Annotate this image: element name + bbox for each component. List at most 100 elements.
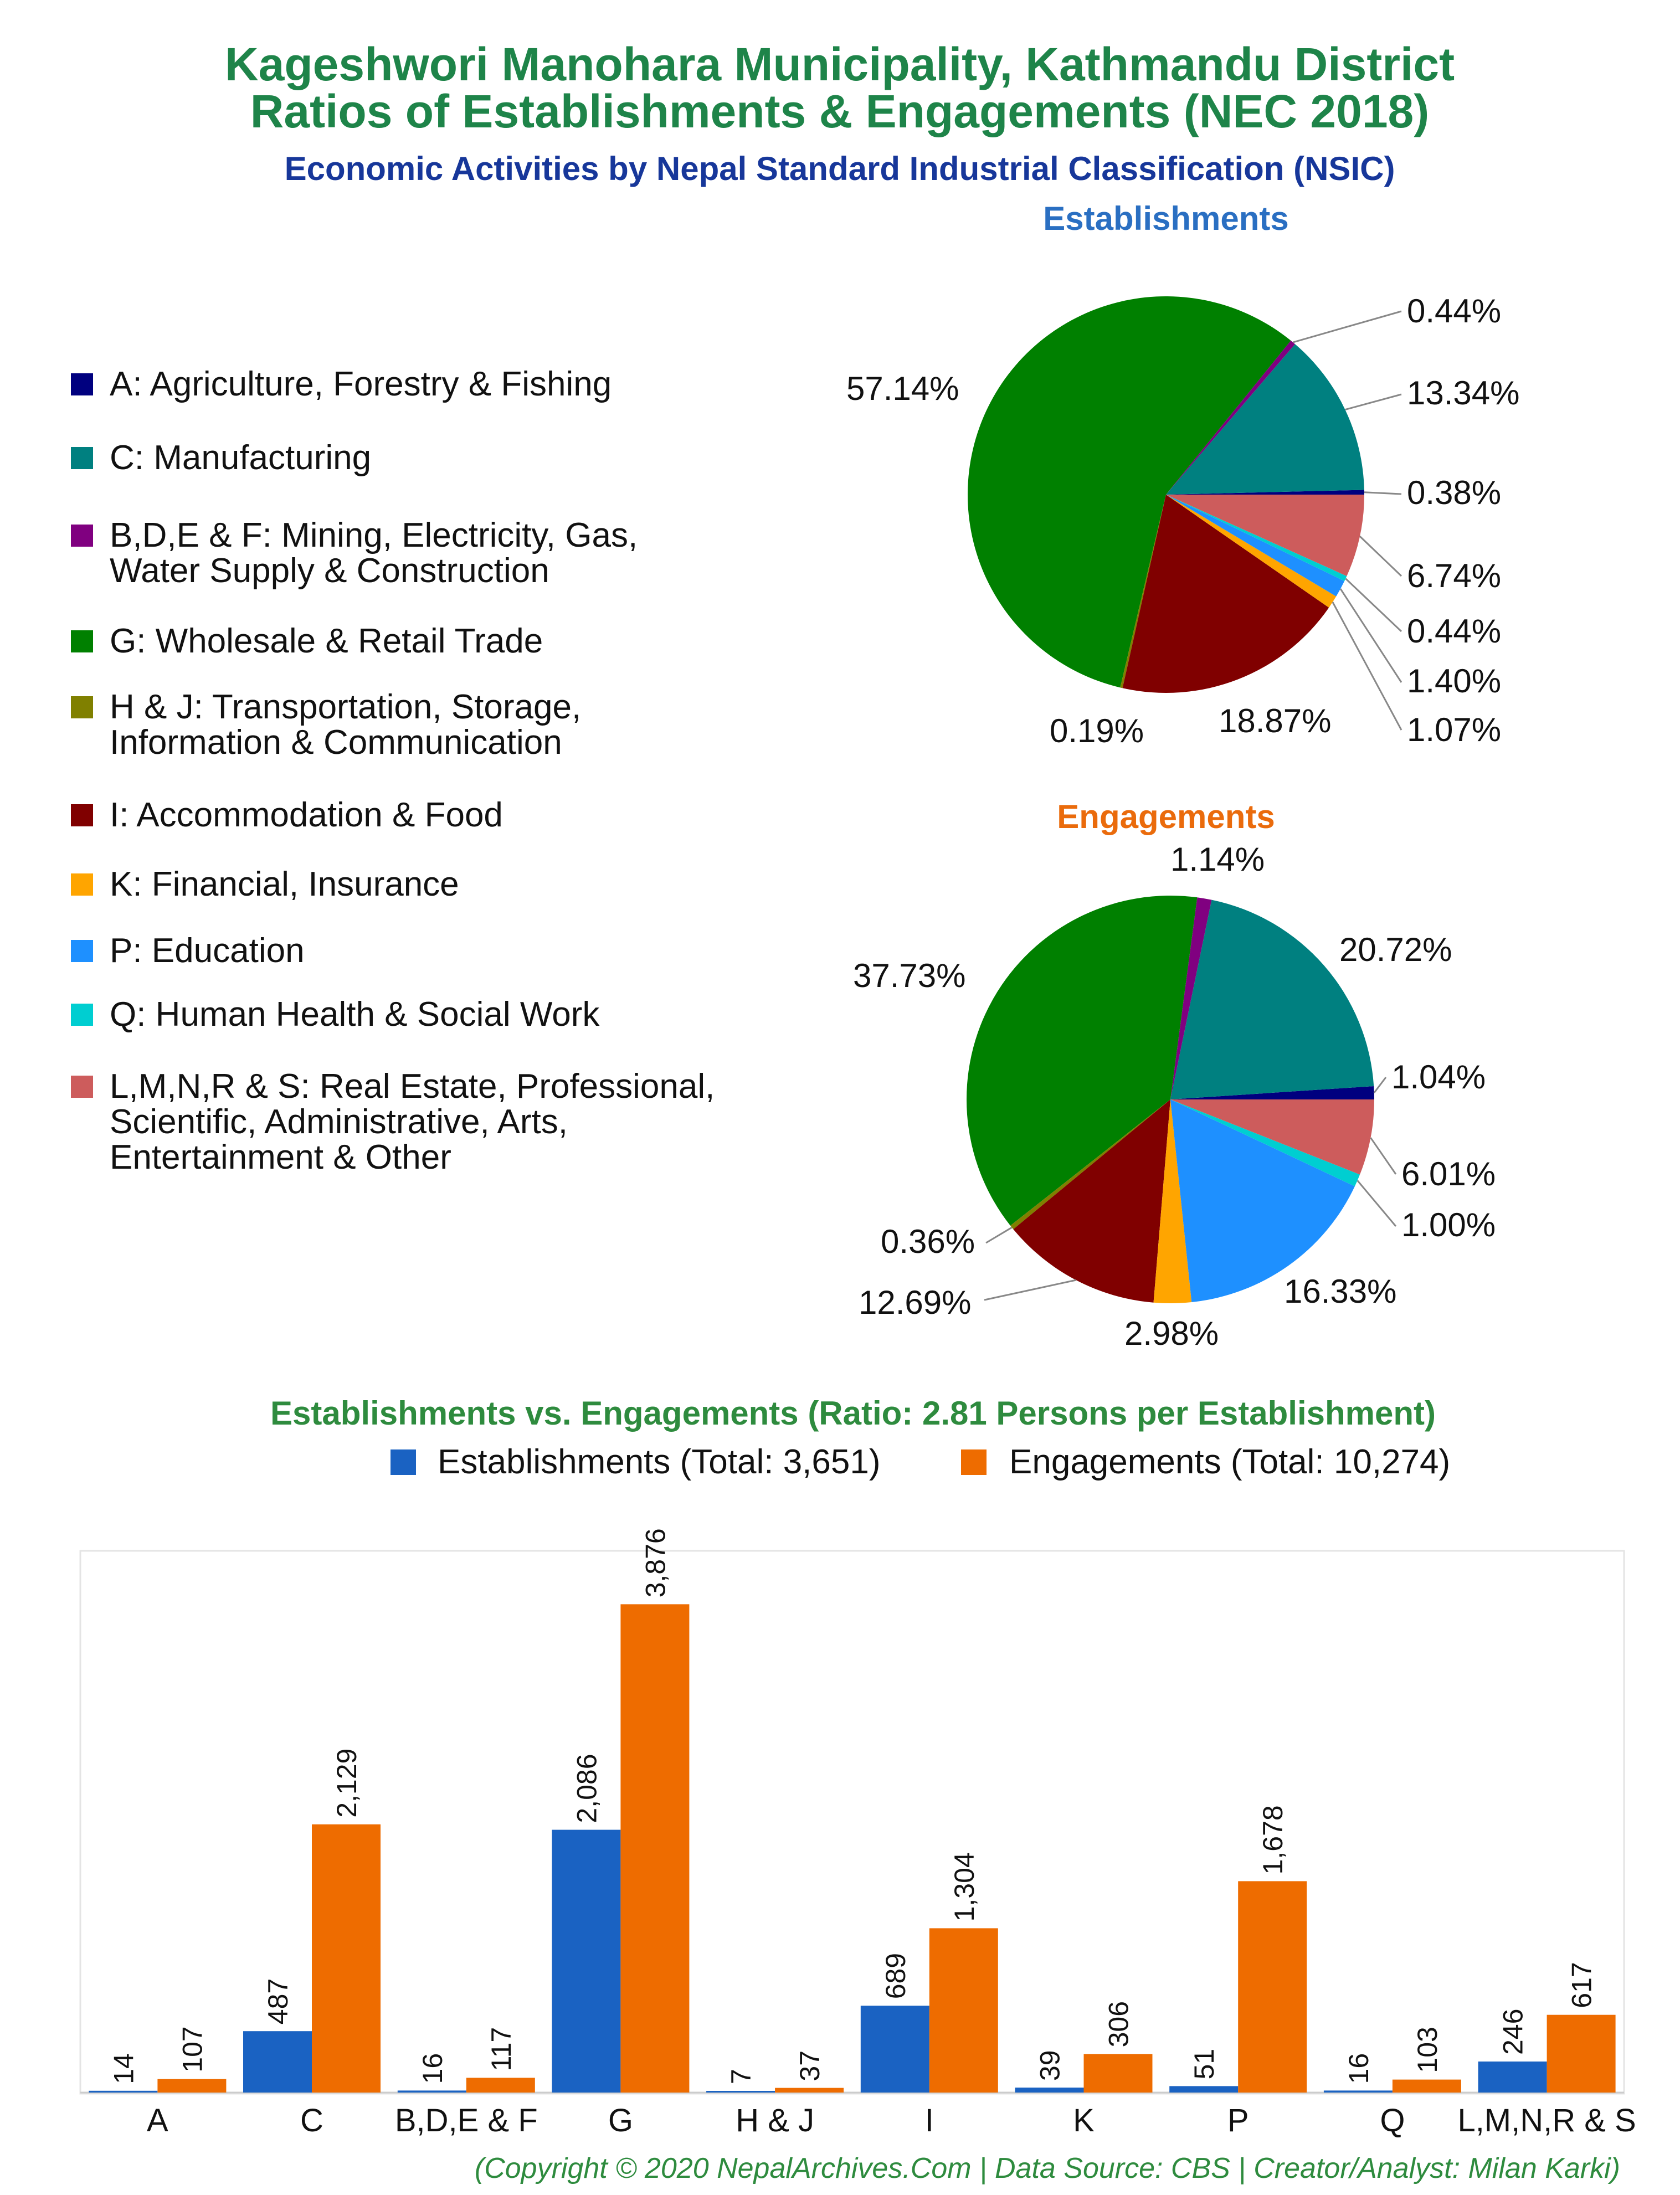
pie-slice: [966, 895, 1198, 1226]
legend-swatch: [71, 940, 93, 962]
x-tick-label: C: [300, 2103, 323, 2139]
pie-slice: [1166, 495, 1345, 597]
bar: [860, 2006, 929, 2093]
legend-swatch-establishments: [391, 1449, 416, 1475]
page-subtitle: Economic Activities by Nepal Standard In…: [285, 150, 1395, 187]
pie-leader-line: [1370, 1137, 1397, 1175]
legend-item: I: Accommodation & Food: [71, 798, 503, 833]
bar: [1323, 2090, 1393, 2093]
pie-slice-label: 0.44%: [1407, 613, 1501, 650]
bar-value-label: 1,304: [949, 1852, 980, 1921]
legend-label: C: Manufacturing: [110, 439, 372, 477]
legend-label-establishments: Establishments (Total: 3,651): [438, 1443, 881, 1481]
page-title-line1: Kageshwori Manohara Municipality, Kathma…: [225, 38, 1455, 90]
bar-value-label: 2,086: [571, 1754, 602, 1823]
x-tick-label: L,M,N,R & S: [1457, 2103, 1636, 2139]
pie-slice: [1166, 340, 1296, 495]
x-tick-label: Q: [1380, 2103, 1405, 2139]
pie-slice-label: 37.73%: [853, 957, 966, 994]
pie-slice-label: 16.33%: [1284, 1273, 1397, 1310]
legend-swatch: [71, 804, 93, 826]
pie-leader-line: [1364, 491, 1402, 495]
bar: [1547, 2014, 1616, 2093]
pie-leader-line: [1373, 1077, 1387, 1093]
pie-leader-line: [1332, 602, 1402, 731]
legend-label: I: Accommodation & Food: [110, 796, 503, 834]
bar: [157, 2079, 227, 2093]
legend-swatch: [71, 696, 93, 718]
pie-slice-label: 0.36%: [881, 1223, 975, 1260]
legend-item: G: Wholesale & Retail Trade: [71, 624, 543, 659]
pie-slice-label: 0.19%: [1050, 712, 1144, 749]
legend-label: K: Financial, Insurance: [110, 865, 459, 903]
pie-slice-label: 0.38%: [1407, 474, 1501, 511]
pie-slice-label: 1.00%: [1401, 1206, 1496, 1243]
bar: [312, 1824, 381, 2093]
legend-swatch: [71, 525, 93, 547]
establishments-pie: 0.38% 13.34% 0.44% 57.14% 0.19% 18.87% 1.07% 1.…: [846, 292, 1520, 749]
x-tick-label: G: [608, 2103, 633, 2139]
x-tick-label: B,D,E & F: [395, 2103, 538, 2139]
pie-slice-label: 6.01%: [1401, 1155, 1496, 1192]
bar-legend: Establishments (Total: 3,651) Engagement…: [391, 1443, 1450, 1481]
pie-slice: [1170, 899, 1374, 1099]
pie-slice-label: 2.98%: [1124, 1315, 1219, 1352]
bar-value-label: 617: [1566, 1962, 1597, 2008]
bar-value-label: 37: [794, 2050, 825, 2081]
bar-value-label: 16: [1343, 2053, 1374, 2084]
pie-slice: [1170, 1099, 1360, 1186]
pie-slice-label: 1.04%: [1391, 1058, 1486, 1096]
legend-item: Q: Human Health & Social Work: [71, 997, 599, 1032]
pie-leader-line: [1359, 536, 1402, 577]
bar-value-label: 3,876: [640, 1528, 671, 1597]
bar: [397, 2090, 466, 2093]
legend-swatch-engagements: [961, 1449, 987, 1475]
bar: [1083, 2054, 1153, 2093]
bar: [620, 1604, 690, 2093]
bar-value-label: 487: [263, 1978, 294, 2024]
bar-value-label: 1,678: [1257, 1805, 1288, 1874]
legend-swatch: [71, 630, 93, 652]
bar-plot-frame: [79, 1550, 1625, 2095]
pie-slice: [1166, 344, 1364, 495]
bar: [775, 2088, 844, 2093]
bar-value-label: 117: [486, 2027, 517, 2071]
bar: [243, 2031, 312, 2093]
bar-value-label: 51: [1189, 2049, 1220, 2080]
legend-label: Q: Human Health & Social Work: [110, 995, 600, 1034]
pie-slice-label: 20.72%: [1339, 931, 1452, 968]
bar: [929, 1928, 998, 2093]
bar-value-label: 39: [1035, 2050, 1066, 2081]
legend-item: A: Agriculture, Forestry & Fishing: [71, 367, 612, 402]
pie-slice-label: 6.74%: [1407, 557, 1501, 594]
legend-label: A: Agriculture, Forestry & Fishing: [110, 365, 612, 403]
legend-label-engagements: Engagements (Total: 10,274): [1009, 1443, 1450, 1481]
bar: [706, 2091, 775, 2093]
legend-swatch: [71, 373, 93, 395]
pie-slice: [1122, 495, 1329, 693]
bar-value-label: 107: [177, 2026, 208, 2072]
bar: [1015, 2088, 1084, 2093]
bar: [466, 2078, 535, 2093]
pie-slice-label: 18.87%: [1219, 702, 1332, 739]
pie-leader-line: [1345, 578, 1402, 633]
pie-slice: [1120, 495, 1166, 688]
bar-value-label: 2,129: [331, 1749, 362, 1818]
copyright-footer: (Copyright © 2020 NepalArchives.Com | Da…: [475, 2152, 1620, 2184]
bar: [89, 2090, 158, 2093]
pie-slice: [1013, 1099, 1170, 1303]
pie-leader-line: [1357, 1180, 1397, 1227]
legend-item: C: Manufacturing: [71, 440, 371, 476]
legend-item: L,M,N,R & S: Real Estate, Professional, …: [71, 1069, 715, 1175]
pie-leader-line: [1292, 310, 1402, 343]
legend-item: H & J: Transportation, Storage, Informat…: [71, 690, 581, 760]
establishments-pie-title: Establishments: [1043, 200, 1288, 237]
pie-slice: [1170, 1099, 1355, 1302]
pie-leader-line: [985, 1226, 1013, 1244]
pie-slice-label: 1.14%: [1170, 841, 1265, 878]
bar: [1478, 2062, 1547, 2093]
legend-swatch: [71, 1076, 93, 1098]
x-tick-label: K: [1073, 2103, 1095, 2139]
